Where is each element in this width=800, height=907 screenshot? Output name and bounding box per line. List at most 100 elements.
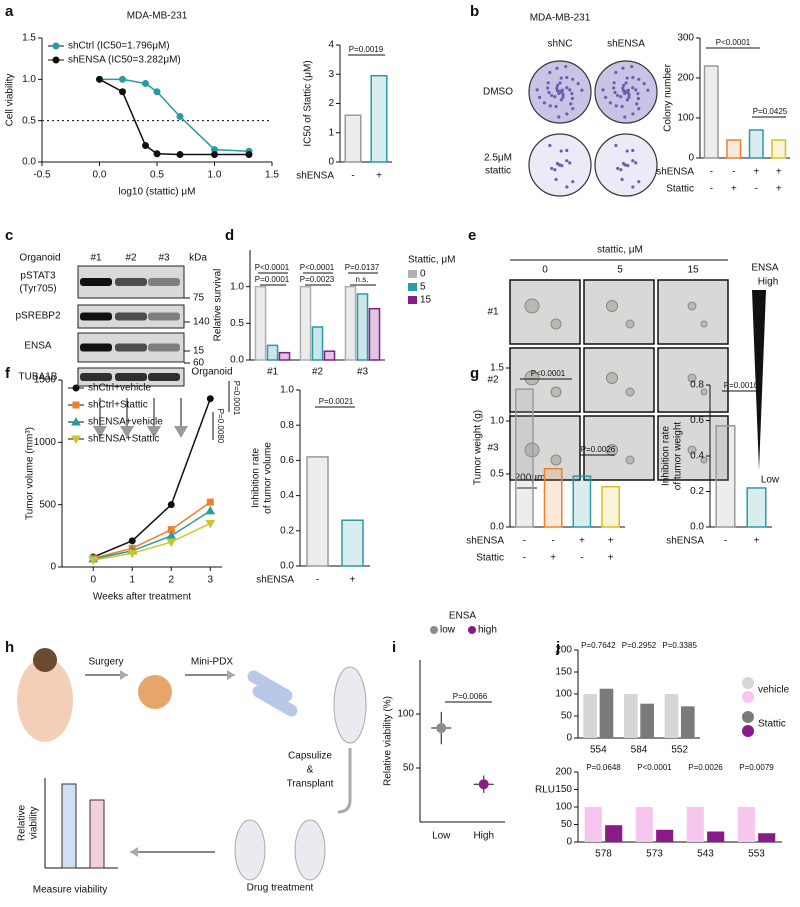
x-row-value: + (550, 553, 556, 564)
x-tick-label: 0.0 (93, 170, 107, 181)
bar (254, 285, 267, 361)
colony (550, 93, 554, 98)
organoid (625, 387, 635, 397)
colony (621, 66, 625, 70)
p-value: P<0.0001 (637, 763, 672, 772)
legend-label: 15 (420, 295, 432, 306)
step-label: Surgery (88, 657, 123, 668)
patient-head (33, 648, 57, 672)
organoid (524, 442, 540, 458)
bar (344, 285, 357, 361)
organoid (700, 388, 708, 396)
legend-swatch (742, 691, 754, 703)
organoid-image (509, 347, 581, 413)
step-label: Capsulize (288, 751, 332, 762)
colony (570, 92, 574, 96)
y-axis-label: Relative viability (%) (383, 696, 394, 786)
row-label: pSTAT3 (20, 271, 56, 282)
p-value: P=0.0066 (453, 692, 488, 701)
x-row-value: - (351, 171, 354, 182)
colony (548, 143, 552, 148)
x-row-label: shENSA (466, 536, 504, 547)
organoid (606, 372, 618, 384)
legend-swatch (408, 270, 417, 278)
colony (548, 70, 552, 75)
x-row-value: - (732, 167, 735, 178)
colony (622, 83, 626, 88)
panel-letter: f (5, 365, 11, 382)
marker (205, 519, 216, 529)
organoid (550, 318, 562, 330)
category-label: 553 (748, 849, 765, 860)
colony (626, 164, 630, 168)
band (115, 373, 147, 381)
colony (571, 180, 575, 184)
bar (299, 285, 312, 361)
bar (599, 688, 614, 738)
series-line (92, 398, 211, 558)
x-tick-label: 3 (208, 575, 214, 586)
bar (664, 694, 679, 738)
colony (631, 86, 635, 90)
legend-swatch (742, 677, 754, 689)
organoid (625, 455, 635, 465)
colony (631, 159, 635, 163)
bar (737, 807, 755, 842)
colony (614, 143, 618, 148)
band (80, 373, 112, 381)
bar (635, 807, 653, 842)
organoid (687, 301, 697, 311)
y-tick-label: 3 (328, 69, 334, 80)
bar (601, 485, 620, 528)
band (148, 312, 180, 321)
mouse (294, 819, 326, 881)
colony (568, 88, 572, 92)
legend-label: shCtrl (IC50=1.796μM) (68, 41, 170, 52)
colony (546, 81, 550, 85)
x-tick-label: 0.5 (150, 170, 164, 181)
row-label: pSREBP2 (15, 311, 60, 322)
y-tick-label: 300 (677, 33, 694, 44)
colony (557, 91, 561, 96)
icon-label: viability (29, 807, 40, 840)
series-line (93, 522, 211, 561)
y-tick-label: 0.0 (22, 157, 36, 168)
colony (557, 115, 561, 119)
colony (626, 88, 630, 92)
x-row-value: - (316, 575, 319, 586)
panel-letter: d (225, 227, 234, 244)
arrow-head (130, 847, 138, 857)
y-tick-label: 1.0 (230, 281, 244, 292)
category-label: 554 (590, 745, 607, 756)
colony (571, 107, 575, 111)
x-row-value: - (755, 184, 758, 195)
colony (553, 95, 557, 99)
y-tick-label: 200 (677, 73, 694, 84)
y-axis-label: Relative survival (213, 269, 224, 342)
x-row-value: + (579, 536, 585, 547)
dot (436, 723, 447, 734)
row-label: TUBA1B (19, 372, 58, 383)
y-axis-label: IC50 of Stattic (μM) (303, 60, 314, 146)
arrow-head (120, 670, 128, 680)
y-tick-label: 50 (561, 711, 573, 722)
colony (637, 180, 641, 184)
organoid (550, 454, 562, 466)
band (80, 343, 112, 352)
marker (72, 384, 80, 392)
x-row-value: + (776, 184, 782, 195)
colony (538, 95, 542, 99)
tumor (138, 675, 172, 709)
marker (153, 150, 161, 158)
p-value: P=0.0137 (345, 263, 380, 272)
colony (565, 159, 569, 163)
x-row-label: shENSA (256, 575, 294, 586)
x-tick-label: 1.0 (208, 170, 222, 181)
marker (142, 79, 149, 87)
p-value: P=0.0648 (586, 763, 621, 772)
colony (627, 92, 631, 97)
category-label: 578 (595, 849, 612, 860)
series-line (93, 501, 211, 559)
y-tick-label: 1.5 (490, 363, 504, 374)
bar (746, 487, 767, 528)
